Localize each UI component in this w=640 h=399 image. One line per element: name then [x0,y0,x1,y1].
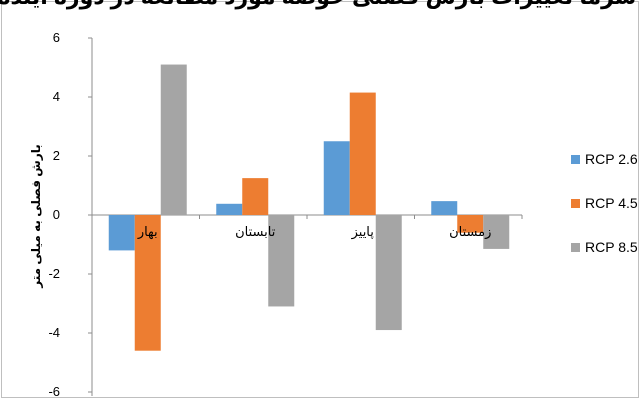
bar [483,215,510,249]
chart-title-fragment: ی سرما تغییرات بارش فصلی حوضه مورد مطالع… [0,0,640,10]
y-tick-label: -2 [48,266,60,281]
category-label: بهار [137,224,158,240]
legend-swatch [571,243,580,252]
legend-entry: RCP 4.5 [585,195,638,211]
plot-area: 6 4 2 0 -2 -4 -6 بهار تابستان پاییز زمستان [48,30,523,399]
bar [375,215,402,331]
legend-swatch [571,155,580,164]
category-label: پاییز [351,224,375,240]
bar [242,178,269,215]
legend-entry: RCP 2.6 [585,151,638,167]
bar [134,215,161,351]
bar [431,201,458,215]
bar [216,203,243,215]
bar [268,215,295,307]
bar [457,215,484,233]
y-tick-label: -6 [48,384,60,399]
bar [323,141,350,215]
bar [160,64,187,215]
legend: RCP 2.6 RCP 4.5 RCP 8.5 [571,151,638,255]
y-tick-label: 4 [53,89,60,104]
y-tick-label: -4 [48,325,60,340]
category-label: تابستان [235,224,276,239]
y-axis-label: بارش فصلی به میلی متر [29,144,43,288]
legend-swatch [571,199,580,208]
y-tick-label: 2 [53,148,60,163]
bar [108,215,135,251]
category-label: زمستان [449,224,491,240]
legend-entry: RCP 8.5 [585,239,638,255]
y-tick-label: 6 [53,30,60,45]
bar [349,92,376,215]
y-tick-label: 0 [53,207,60,222]
